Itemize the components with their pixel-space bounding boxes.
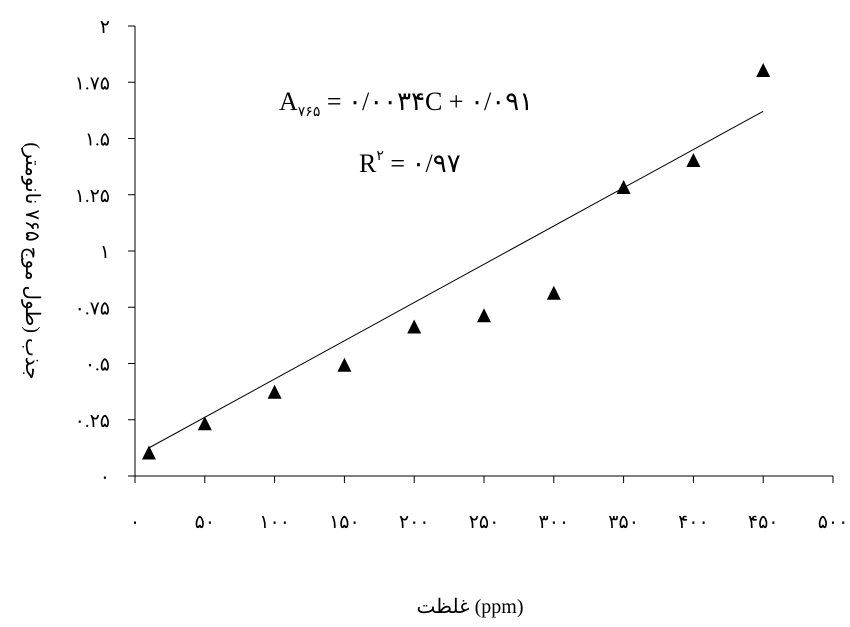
- y-tick-label: ۱: [100, 242, 110, 263]
- x-axis-title: غلظت (ppm): [416, 596, 523, 618]
- data-point-marker: [197, 416, 212, 431]
- data-point-marker: [616, 180, 631, 194]
- y-tick-label: ۱.۷۵: [75, 73, 110, 94]
- data-point-marker: [756, 63, 771, 77]
- y-axis-title: جذب (طول موج ۷۶۵ نانومتر): [21, 142, 43, 379]
- x-tick-label: ۵۰۰: [818, 512, 849, 533]
- y-tick-label: ۱.۲۵: [75, 186, 110, 207]
- x-tick-label: ۰: [130, 512, 140, 533]
- x-tick-label: ۲۰۰: [399, 512, 430, 533]
- trendline: [148, 110, 764, 449]
- data-point-marker: [477, 308, 491, 323]
- equation-main: A: [279, 87, 298, 116]
- equation-rest: = ۰/۰۰۳۴C + ۰/۰۹۱: [320, 87, 533, 116]
- x-tick-label: ۴۵۰: [748, 512, 779, 533]
- x-tick-label: ۲۵۰: [469, 512, 500, 533]
- x-tick-label: ۴۰۰: [678, 512, 709, 533]
- y-tick-label: ۰.۲۵: [75, 411, 110, 432]
- regression-equation: A۷۶۵ = ۰/۰۰۳۴C + ۰/۰۹۱: [279, 87, 533, 120]
- equation-subscript: ۷۶۵: [298, 105, 321, 120]
- x-tick-label: ۱۰۰: [259, 512, 290, 533]
- data-points: [141, 63, 771, 460]
- data-point-marker: [141, 445, 156, 460]
- r2-main: R: [359, 149, 377, 178]
- data-point-marker: [546, 285, 561, 300]
- data-point-marker: [337, 357, 352, 372]
- r-squared: R۲ = ۰/۹۷: [359, 149, 461, 178]
- y-tick-label: ۰.۵: [85, 355, 110, 376]
- r2-rest: = ۰/۹۷: [384, 149, 461, 178]
- data-point-marker: [407, 319, 422, 334]
- x-tick-label: ۱۵۰: [329, 512, 360, 533]
- data-point-marker: [686, 153, 701, 167]
- r2-superscript: ۲: [376, 149, 384, 164]
- x-tick-label: ۵۰: [195, 512, 215, 533]
- x-tick-label: ۳۰۰: [538, 512, 569, 533]
- data-point-marker: [267, 384, 282, 399]
- x-tick-label: ۳۵۰: [608, 512, 639, 533]
- y-ticks: ۰ ۰.۲۵ ۰.۵ ۰.۷۵ ۱ ۱.۲۵ ۱.۵ ۱.۷۵ ۲: [75, 17, 135, 488]
- y-tick-label: ۰: [100, 467, 110, 488]
- y-tick-label: ۲: [100, 17, 110, 38]
- y-tick-label: ۱.۵: [85, 130, 110, 151]
- trendline-group: [148, 110, 764, 449]
- y-tick-label: ۰.۷۵: [75, 298, 110, 319]
- x-ticks: ۰ ۵۰ ۱۰۰ ۱۵۰ ۲۰۰ ۲۵۰ ۳۰۰ ۳۵۰ ۴۰۰ ۴۵۰ ۵۰۰: [130, 476, 848, 533]
